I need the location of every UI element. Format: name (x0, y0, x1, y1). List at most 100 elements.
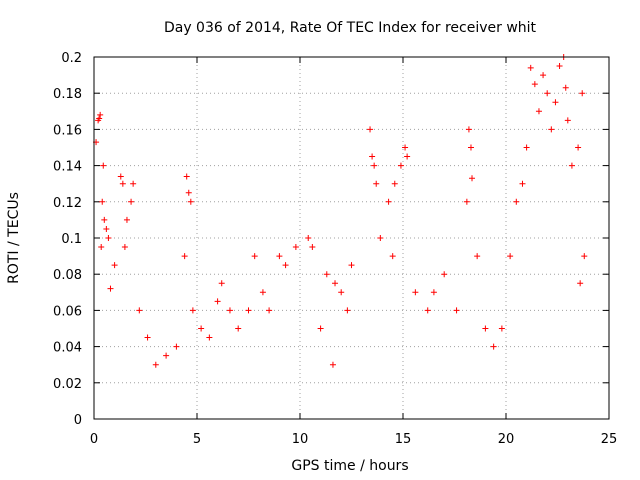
data-point (226, 307, 233, 314)
data-point (206, 334, 213, 341)
y-tick-label: 0.06 (53, 304, 82, 319)
y-tick-label: 0.04 (53, 341, 82, 356)
data-point (338, 289, 345, 296)
data-point (465, 126, 472, 133)
y-tick-label: 0.12 (53, 196, 82, 211)
data-point (128, 198, 135, 205)
data-point (163, 352, 170, 359)
data-point (100, 162, 107, 169)
data-point (369, 153, 376, 160)
data-point (266, 307, 273, 314)
y-tick-label: 0.2 (61, 51, 82, 66)
data-point (282, 262, 289, 269)
data-point (490, 343, 497, 350)
data-point (305, 235, 312, 241)
data-point (535, 108, 542, 115)
data-point (111, 262, 118, 269)
data-point (332, 280, 339, 287)
data-point (259, 289, 266, 296)
data-point (96, 115, 103, 122)
data-point (581, 253, 588, 260)
x-tick-label: 25 (601, 432, 618, 447)
y-tick-labels: 0 0.02 0.04 0.06 0.08 0.1 0.12 0.14 0.16 0.18 0.2 (53, 51, 82, 428)
data-point (577, 280, 584, 287)
data-point (317, 325, 324, 332)
data-point (276, 253, 283, 260)
data-point (323, 271, 330, 278)
data-point (463, 198, 470, 205)
data-point (101, 216, 108, 223)
data-point (245, 307, 252, 314)
data-point (144, 334, 151, 341)
x-tick-label: 5 (193, 432, 201, 447)
data-point (367, 126, 374, 133)
data-point (412, 289, 419, 296)
data-point (152, 361, 159, 368)
data-point (136, 307, 143, 314)
chart-title: Day 036 of 2014, Rate Of TEC Index for r… (164, 20, 537, 36)
data-point (482, 325, 489, 332)
data-point (568, 162, 575, 169)
data-point (513, 198, 520, 205)
y-tick-label: 0.18 (53, 87, 82, 102)
data-point (474, 253, 481, 260)
data-point (173, 343, 180, 350)
data-point (344, 307, 351, 314)
data-points (93, 54, 588, 368)
y-tick-label: 0.08 (53, 268, 82, 283)
data-point (292, 244, 299, 251)
data-point (309, 244, 316, 251)
data-point (527, 64, 534, 71)
data-point (121, 244, 128, 251)
data-point (498, 325, 505, 332)
x-tick-label: 15 (395, 432, 412, 447)
y-tick-label: 0.02 (53, 377, 82, 392)
data-point (329, 361, 336, 368)
y-tick-label: 0 (74, 413, 82, 428)
data-point (523, 144, 530, 151)
data-point (556, 63, 563, 70)
grid-lines (94, 57, 609, 419)
plot-frame (93, 56, 610, 420)
data-point (519, 180, 526, 187)
y-axis-label: ROTI / TECUs (6, 192, 22, 284)
data-point (117, 173, 124, 180)
data-point (467, 144, 474, 151)
data-point (97, 111, 104, 118)
data-point (469, 175, 476, 182)
data-point (579, 90, 586, 97)
x-tick-label: 10 (292, 432, 309, 447)
data-point (98, 244, 105, 251)
data-point (404, 153, 411, 160)
y-tick-label: 0.16 (53, 123, 82, 138)
x-tick-labels: 0 5 10 15 20 25 (90, 432, 617, 447)
data-point (385, 198, 392, 205)
axis-ticks (93, 56, 610, 420)
data-point (251, 253, 258, 260)
data-point (189, 307, 196, 314)
data-point (107, 285, 114, 292)
data-point (544, 90, 551, 97)
data-point (507, 253, 514, 260)
data-point (185, 189, 192, 196)
data-point (99, 198, 106, 205)
data-point (371, 162, 378, 169)
data-point (402, 144, 409, 151)
data-point (397, 162, 404, 169)
data-point (123, 216, 130, 223)
data-point (575, 144, 582, 151)
data-point (424, 307, 431, 314)
data-point (235, 325, 242, 332)
data-point (389, 253, 396, 260)
data-point (130, 180, 137, 187)
data-point (540, 72, 547, 79)
data-point (181, 253, 188, 260)
data-point (187, 198, 194, 205)
data-point (183, 173, 190, 180)
data-point (218, 280, 225, 287)
data-point (552, 99, 559, 106)
y-tick-label: 0.1 (61, 232, 82, 247)
data-point (119, 180, 126, 187)
data-point (531, 81, 538, 88)
